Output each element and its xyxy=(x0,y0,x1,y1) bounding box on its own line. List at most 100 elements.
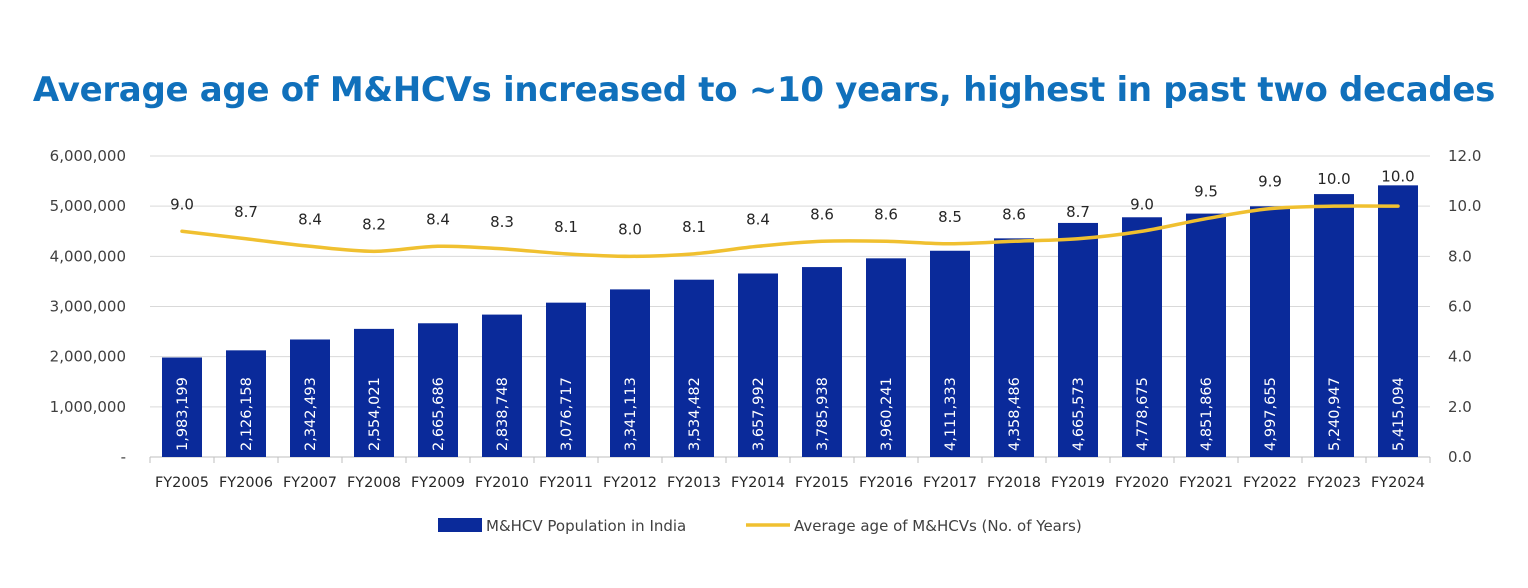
line-data-label: 8.2 xyxy=(362,215,386,233)
bar xyxy=(290,339,330,457)
bar xyxy=(418,323,458,457)
legend-bar-label: M&HCV Population in India xyxy=(486,517,686,535)
line-data-label: 8.1 xyxy=(682,218,706,236)
bar-data-label: 3,657,992 xyxy=(751,377,767,451)
bar-data-label: 5,415,094 xyxy=(1391,377,1407,451)
bar xyxy=(162,357,202,457)
bar xyxy=(226,350,266,457)
y-tick-label: 5,000,000 xyxy=(50,197,126,215)
age-line xyxy=(180,204,1400,259)
x-tick-label: FY2007 xyxy=(283,475,337,491)
bar-data-label: 2,342,493 xyxy=(303,377,319,451)
x-tick-label: FY2023 xyxy=(1307,475,1361,491)
x-tick-label: FY2005 xyxy=(155,475,209,491)
bar-data-label: 3,960,241 xyxy=(879,377,895,451)
y2-tick-label: 4.0 xyxy=(1448,348,1472,366)
line-data-label: 8.6 xyxy=(874,205,898,223)
bar xyxy=(610,289,650,457)
bar xyxy=(1250,206,1290,457)
bar xyxy=(930,250,970,457)
y2-tick-label: 2.0 xyxy=(1448,398,1472,416)
y2-tick-label: 0.0 xyxy=(1448,448,1472,466)
bar xyxy=(1378,185,1418,458)
line-data-label: 8.6 xyxy=(1002,205,1026,223)
line-data-label: 8.4 xyxy=(746,210,770,228)
y2-tick-label: 10.0 xyxy=(1448,197,1481,215)
y-tick-label: - xyxy=(121,448,126,466)
line-data-label: 9.0 xyxy=(170,195,194,213)
x-tick-label: FY2016 xyxy=(859,475,913,491)
line-data-label: 10.0 xyxy=(1381,167,1414,185)
line-data-label: 8.5 xyxy=(938,208,962,226)
y2-tick-label: 6.0 xyxy=(1448,298,1472,316)
line-data-label: 8.7 xyxy=(234,203,258,221)
bar-data-label: 3,076,717 xyxy=(559,377,575,451)
bar-data-label: 4,851,866 xyxy=(1199,377,1215,451)
bar-data-label: 4,997,655 xyxy=(1263,377,1279,451)
line-data-label: 9.5 xyxy=(1194,183,1218,201)
bar-data-label: 2,554,021 xyxy=(367,377,383,451)
line-data-label: 8.1 xyxy=(554,218,578,236)
line-data-label: 8.6 xyxy=(810,205,834,223)
bar xyxy=(1314,194,1354,457)
bar xyxy=(866,258,906,457)
bar xyxy=(738,273,778,457)
x-tick-label: FY2013 xyxy=(667,475,721,491)
line-data-label: 10.0 xyxy=(1317,170,1350,188)
x-tick-label: FY2009 xyxy=(411,475,465,491)
bar-data-label: 2,665,686 xyxy=(431,377,447,451)
bar xyxy=(994,238,1034,457)
bar xyxy=(802,267,842,457)
bar-data-label: 4,778,675 xyxy=(1135,377,1151,451)
bar xyxy=(674,279,714,457)
x-tick-label: FY2011 xyxy=(539,475,593,491)
x-tick-label: FY2022 xyxy=(1243,475,1297,491)
line-data-label: 8.4 xyxy=(426,210,450,228)
x-tick-label: FY2021 xyxy=(1179,475,1233,491)
line-data-label: 8.3 xyxy=(490,213,514,231)
x-tick-label: FY2010 xyxy=(475,475,529,491)
bar-data-label: 2,126,158 xyxy=(239,377,255,451)
bar-data-label: 3,785,938 xyxy=(815,377,831,451)
bar xyxy=(354,328,394,457)
bar-data-label: 3,341,113 xyxy=(623,377,639,451)
y-tick-label: 2,000,000 xyxy=(50,348,126,366)
x-tick-label: FY2008 xyxy=(347,475,401,491)
x-tick-label: FY2014 xyxy=(731,475,785,491)
chart-title: Average age of M&HCVs increased to ~10 y… xyxy=(32,70,1496,110)
x-tick-label: FY2012 xyxy=(603,475,657,491)
x-tick-label: FY2018 xyxy=(987,475,1041,491)
bar xyxy=(482,314,522,457)
bar xyxy=(546,302,586,457)
y2-tick-label: 12.0 xyxy=(1448,147,1481,165)
bar-data-label: 4,358,486 xyxy=(1007,377,1023,451)
bar-data-label: 2,838,748 xyxy=(495,377,511,451)
y-tick-label: 4,000,000 xyxy=(50,247,126,265)
x-tick-label: FY2015 xyxy=(795,475,849,491)
line-data-label: 9.0 xyxy=(1130,195,1154,213)
x-tick-label: FY2020 xyxy=(1115,475,1169,491)
y-tick-label: 6,000,000 xyxy=(50,147,126,165)
y-tick-label: 1,000,000 xyxy=(50,398,126,416)
line-data-label: 8.7 xyxy=(1066,203,1090,221)
x-tick-label: FY2024 xyxy=(1371,475,1425,491)
x-tick-label: FY2006 xyxy=(219,475,273,491)
x-tick-label: FY2017 xyxy=(923,475,977,491)
line-data-label: 8.0 xyxy=(618,220,642,238)
x-tick-label: FY2019 xyxy=(1051,475,1105,491)
bar-data-label: 4,111,333 xyxy=(943,377,959,451)
bar xyxy=(1186,213,1226,457)
bar xyxy=(1122,217,1162,457)
line-data-label: 9.9 xyxy=(1258,173,1282,191)
line-data-label: 8.4 xyxy=(298,210,322,228)
bar-data-label: 3,534,482 xyxy=(687,377,703,451)
legend-bar-swatch xyxy=(438,518,482,532)
bar-data-label: 5,240,947 xyxy=(1327,377,1343,451)
y2-tick-label: 8.0 xyxy=(1448,247,1472,265)
y-tick-label: 3,000,000 xyxy=(50,298,126,316)
bar xyxy=(1058,222,1098,457)
bar-data-label: 1,983,199 xyxy=(175,377,191,451)
legend-line-label: Average age of M&HCVs (No. of Years) xyxy=(794,517,1082,535)
bar-data-label: 4,665,573 xyxy=(1071,377,1087,451)
